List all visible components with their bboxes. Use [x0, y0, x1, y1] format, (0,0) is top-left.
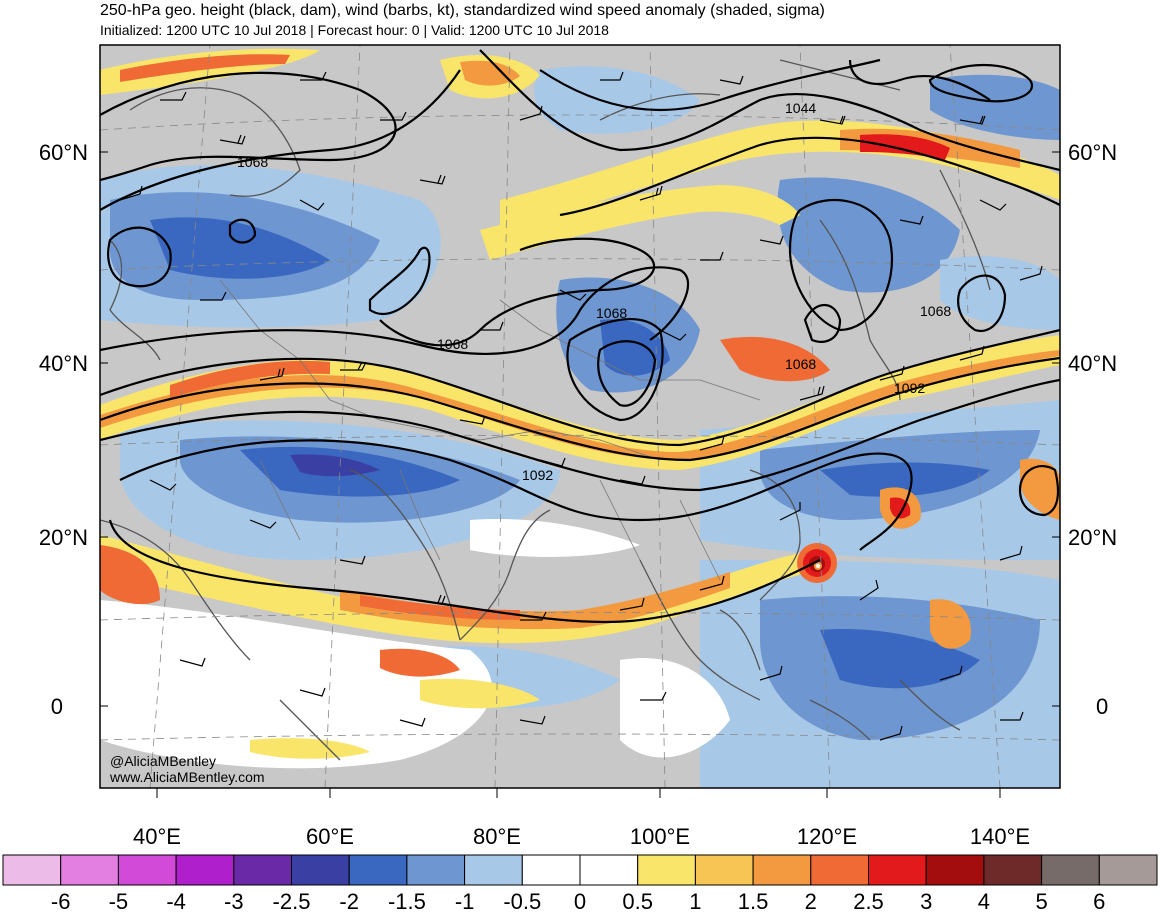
- contour-labels: 1068 1044 1068 1068 1068 1068 1092 1092: [237, 100, 951, 483]
- colorbar-swatch: [175, 854, 235, 886]
- colorbar-tick-label: 2.5: [853, 889, 884, 913]
- colorbar-swatch: [925, 854, 985, 886]
- colorbar-swatch: [60, 854, 119, 886]
- lat-label-20n-left: 20°N: [39, 525, 88, 550]
- colorbar-tick-label: -1: [455, 889, 475, 913]
- lon-label-140e: 140°E: [970, 824, 1030, 849]
- colorbar-tick-label: -5: [109, 889, 129, 913]
- graticule: [100, 45, 1060, 788]
- map-subtitle: Initialized: 1200 UTC 10 Jul 2018 | Fore…: [100, 22, 609, 38]
- credit-site: www.AliciaMBentley.com: [109, 769, 265, 785]
- lon-label-100e: 100°E: [630, 824, 690, 849]
- colorbar-swatch: [291, 854, 350, 886]
- lat-ticks: [100, 151, 1060, 707]
- colorbar-tick-label: -6: [51, 889, 71, 913]
- lon-label-80e: 80°E: [473, 824, 521, 849]
- lat-label-40n-right: 40°N: [1068, 351, 1117, 376]
- contour-label: 1068: [920, 303, 951, 319]
- colorbar-swatch: [983, 854, 1043, 886]
- contour-label: 1068: [237, 154, 268, 170]
- contour-label: 1092: [522, 467, 553, 483]
- colorbar-swatch: [637, 854, 696, 886]
- colorbar-tick-label: 1.5: [738, 889, 769, 913]
- colorbar-tick-label: -1.5: [388, 889, 426, 913]
- colorbar-swatch: [810, 854, 869, 886]
- colorbar-swatch: [694, 854, 754, 886]
- colorbar-tick-label: 0.5: [622, 889, 653, 913]
- colorbar-swatch: [2, 854, 62, 886]
- colorbar-labels: -6 -5 -4 -3 -2.5 -2 -1.5 -1 -0.5 0 0.5 1 1.5 2 2.5 3 4 5 6: [51, 889, 1106, 913]
- contour-label: 1044: [785, 100, 816, 116]
- colorbar-swatch: [233, 854, 293, 886]
- colorbar-tick-label: 0: [574, 889, 586, 913]
- lon-label-40e: 40°E: [133, 824, 181, 849]
- credit-handle: @AliciaMBentley: [110, 753, 216, 769]
- lat-label-20n-right: 20°N: [1068, 525, 1117, 550]
- colorbar-tick-label: -3: [224, 889, 244, 913]
- cyclone-anomaly: [797, 543, 837, 583]
- colorbar-swatch: [464, 854, 523, 886]
- lat-label-60n-left: 60°N: [39, 140, 88, 165]
- colorbar-tick-label: -0.5: [503, 889, 541, 913]
- lat-label-0-left: 0: [51, 694, 63, 719]
- lat-label-0-right: 0: [1096, 694, 1108, 719]
- colorbar-swatch: [117, 854, 177, 886]
- height-contours: [100, 49, 1060, 624]
- colorbar-tick-label: 6: [1093, 889, 1105, 913]
- neutral-shading: [100, 519, 730, 769]
- lon-ticks: [156, 788, 1001, 798]
- colorbar-swatch: [406, 854, 466, 886]
- lat-label-60n-right: 60°N: [1068, 140, 1117, 165]
- contour-label: 1068: [785, 356, 816, 372]
- colorbar-swatch: [1098, 854, 1158, 886]
- lon-label-60e: 60°E: [306, 824, 354, 849]
- map-frame: [99, 44, 1061, 789]
- lat-label-40n-left: 40°N: [39, 351, 88, 376]
- colorbar-tick-label: 5: [1035, 889, 1047, 913]
- map-title: 250-hPa geo. height (black, dam), wind (…: [100, 2, 825, 19]
- map-field: [100, 45, 1060, 788]
- colorbar-swatch: [1041, 854, 1100, 886]
- colorbar-tick-label: 4: [978, 889, 990, 913]
- colorbar-tick-label: -2: [339, 889, 359, 913]
- wind-barbs: [119, 71, 1043, 741]
- colorbar-tick-label: 2: [805, 889, 817, 913]
- colorbar: [2, 854, 1158, 886]
- colorbar-swatch: [752, 854, 812, 886]
- colorbar-tick-label: 1: [689, 889, 701, 913]
- lon-label-120e: 120°E: [797, 824, 857, 849]
- contour-label: 1068: [596, 305, 627, 321]
- contour-label: 1068: [437, 336, 468, 352]
- colorbar-tick-label: -2.5: [273, 889, 311, 913]
- colorbar-swatch: [521, 854, 581, 886]
- colorbar-swatch: [348, 854, 408, 886]
- contour-label: 1092: [894, 380, 925, 396]
- colorbar-swatch: [579, 854, 639, 886]
- colorbar-tick-label: -4: [166, 889, 186, 913]
- positive-anomaly-shading: [100, 48, 1060, 759]
- colorbar-tick-label: 3: [920, 889, 932, 913]
- colorbar-swatch: [868, 854, 927, 886]
